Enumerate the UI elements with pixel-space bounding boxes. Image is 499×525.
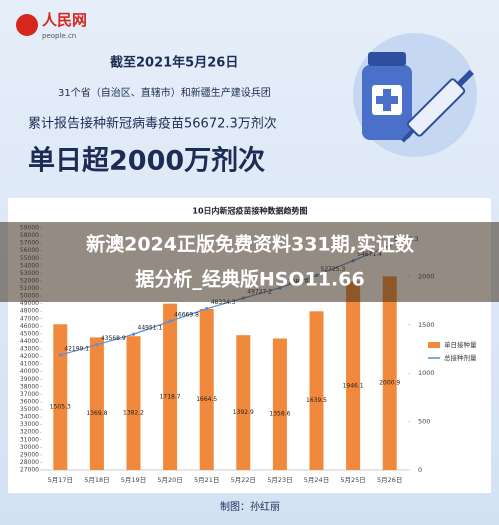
- chart-title: 10日内新冠疫苗接种数据趋势图: [192, 206, 307, 216]
- legend-label: 总接种剂量: [444, 353, 477, 362]
- x-tick-label: 5月22日: [231, 476, 256, 484]
- bar: [126, 336, 141, 470]
- y-tick-label: 48000: [20, 308, 39, 315]
- line-point: [168, 319, 172, 323]
- bar: [309, 311, 324, 470]
- overlay-text: 新澳2024正版免费资料331期,实证数: [86, 233, 415, 256]
- date: 截至2021年5月26日: [110, 55, 238, 71]
- y-tick-label: 29000: [20, 451, 39, 458]
- x-tick-label: 5月26日: [377, 476, 402, 484]
- legend-label: 单日接种量: [444, 340, 477, 349]
- line-label: 43568.9: [101, 335, 126, 342]
- y-tick-label: 30000: [20, 444, 39, 451]
- bar-label: 1392.9: [233, 409, 254, 416]
- line-point: [58, 353, 62, 357]
- line-point: [205, 307, 209, 311]
- y2-tick-label: 1500: [418, 321, 435, 329]
- headline: 单日超2000万剂次: [28, 146, 265, 177]
- logo-sub: people.cn: [42, 32, 76, 40]
- x-tick-label: 5月17日: [48, 476, 73, 484]
- y-tick-label: 39000: [20, 376, 39, 383]
- y-tick-label: 42000: [20, 353, 39, 360]
- y-tick-label: 46000: [20, 323, 39, 330]
- bar-label: 1664.5: [196, 396, 217, 403]
- y-tick-label: 36000: [20, 398, 39, 405]
- y-tick-label: 45000: [20, 330, 39, 337]
- y-tick-label: 40000: [20, 368, 39, 375]
- y-tick-label: 41000: [20, 361, 39, 368]
- overlay-band: [0, 222, 499, 302]
- bar-label: 2000.9: [379, 380, 400, 387]
- line-label: 42199.1: [64, 346, 89, 353]
- y2-tick-label: 500: [418, 418, 430, 426]
- logo-icon: [16, 14, 38, 36]
- bar: [346, 281, 361, 470]
- bar-label: 1369.8: [86, 410, 107, 417]
- y-tick-label: 37000: [20, 391, 39, 398]
- scope: 31个省（自治区、直辖市）和新疆生产建设兵团: [58, 86, 271, 99]
- bar-label: 1382.2: [123, 410, 144, 417]
- logo: 人民网: [42, 11, 87, 29]
- legend-swatch: [428, 342, 440, 348]
- total: 累计报告接种新冠病毒疫苗56672.3万剂次: [28, 116, 277, 132]
- x-tick-label: 5月19日: [121, 476, 146, 484]
- y2-tick-label: 0: [418, 466, 422, 474]
- x-tick-label: 5月21日: [194, 476, 219, 484]
- y-tick-label: 31000: [20, 436, 39, 443]
- x-tick-label: 5月24日: [304, 476, 329, 484]
- bar: [199, 308, 214, 470]
- credit: 制图：孙红丽: [220, 500, 280, 513]
- x-tick-label: 5月23日: [267, 476, 292, 484]
- x-tick-label: 5月25日: [340, 476, 365, 484]
- bar: [272, 338, 287, 470]
- bar-label: 1358.6: [269, 411, 290, 418]
- line-label: 46669.8: [174, 312, 199, 319]
- bar: [163, 303, 178, 470]
- overlay-text: 据分析_经典版HSO11.66: [135, 268, 364, 291]
- y-tick-label: 27000: [20, 467, 39, 474]
- bar: [382, 276, 397, 470]
- vaccine-illustration: [353, 33, 477, 157]
- y-tick-label: 33000: [20, 421, 39, 428]
- y-tick-label: 38000: [20, 383, 39, 390]
- line-point: [95, 343, 99, 347]
- y-tick-label: 28000: [20, 459, 39, 466]
- y-tick-label: 43000: [20, 346, 39, 353]
- bar: [53, 324, 68, 470]
- x-tick-label: 5月20日: [157, 476, 182, 484]
- line-label: 48334.3: [211, 299, 236, 306]
- y-tick-label: 44000: [20, 338, 39, 345]
- bar-label: 1718.7: [160, 393, 181, 400]
- bar: [236, 335, 251, 470]
- y-tick-label: 35000: [20, 406, 39, 413]
- y-tick-label: 47000: [20, 315, 39, 322]
- bar-label: 1946.1: [343, 382, 364, 389]
- bar: [89, 337, 104, 470]
- y-tick-label: 32000: [20, 429, 39, 436]
- bar-label: 1505.3: [50, 404, 71, 411]
- y-tick-label: 49000: [20, 300, 39, 307]
- line-point: [131, 332, 136, 336]
- y-tick-label: 34000: [20, 414, 39, 421]
- x-tick-label: 5月18日: [84, 476, 109, 484]
- line-label: 44951.1: [138, 325, 163, 332]
- y2-tick-label: 1000: [418, 369, 435, 377]
- bar-label: 1639.5: [306, 397, 327, 404]
